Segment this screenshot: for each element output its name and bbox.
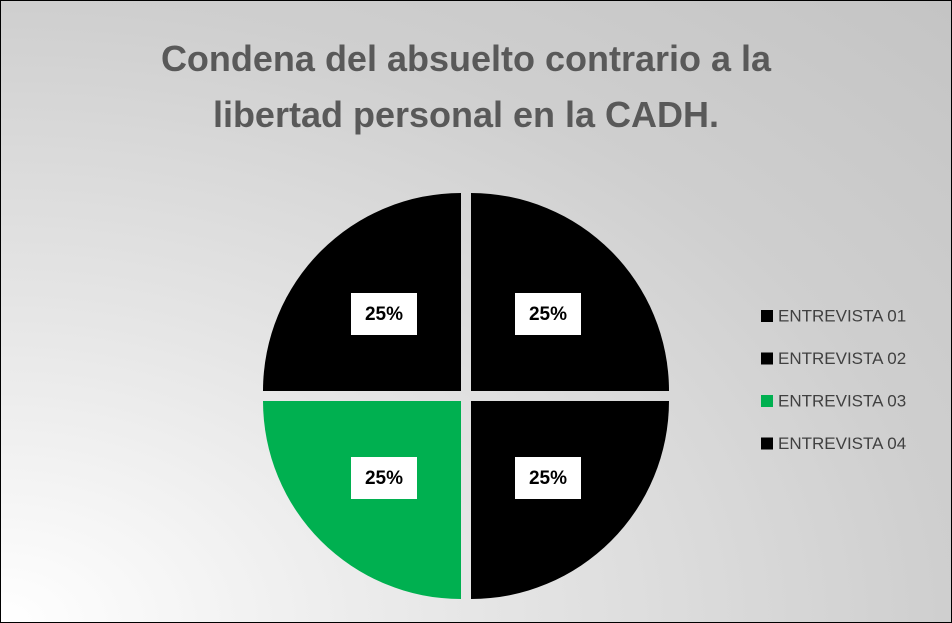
chart-title: Condena del absuelto contrario a la libe… (160, 38, 772, 135)
data-label: 25% (365, 468, 403, 489)
legend-marker (761, 437, 773, 450)
label-box (350, 457, 417, 500)
legend-label: ENTREVISTA 02 (778, 349, 906, 368)
label-box (515, 292, 582, 335)
legend-marker (761, 310, 773, 322)
legend-label: ENTREVISTA 01 (778, 306, 906, 325)
pie-slice (263, 401, 461, 599)
legend-label: ENTREVISTA 03 (778, 391, 906, 410)
data-label: 25% (529, 304, 567, 325)
data-label: 25% (529, 468, 567, 489)
pie-slice (471, 193, 669, 391)
label-box (350, 292, 417, 335)
legend-marker (761, 352, 773, 365)
pie-slice (471, 401, 669, 599)
pie-slice (263, 193, 461, 391)
legend-marker (761, 395, 773, 407)
label-box (515, 457, 582, 500)
legend-label: ENTREVISTA 04 (778, 434, 906, 453)
data-label: 25% (365, 304, 403, 325)
